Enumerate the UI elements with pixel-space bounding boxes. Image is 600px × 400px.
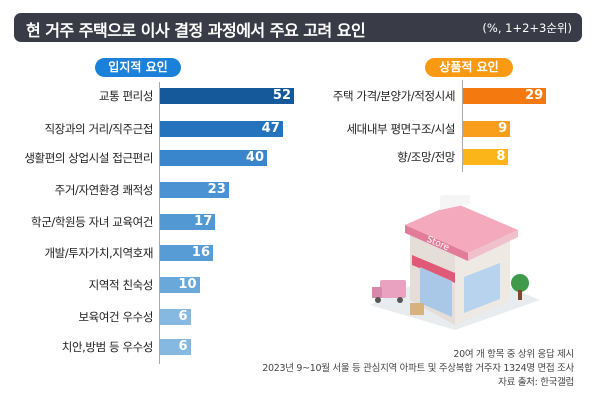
data-label: 52	[272, 88, 291, 103]
unit-label: (%, 1+2+3순위)	[482, 21, 572, 35]
data-label: 17	[194, 214, 213, 229]
category-label: 향/조망/전망	[397, 150, 455, 164]
bar: 29	[463, 88, 547, 104]
footnote-line: 2023년 9~10월 서울 등 관심지역 아파트 및 주상복합 거주자 132…	[262, 363, 574, 374]
title-bar: 현 거주 주택으로 이사 결정 과정에서 주요 고려 요인 (%, 1+2+3순…	[14, 13, 582, 42]
category-label: 직장과의 거리/직주근접	[44, 122, 153, 136]
right-axis-line	[462, 80, 463, 172]
bar: 52	[160, 88, 294, 104]
footnote-line: 자료 출처: 한국갤럽	[498, 377, 574, 388]
bar: 9	[463, 121, 511, 137]
chart-title: 현 거주 주택으로 이사 결정 과정에서 주요 고려 요인	[26, 21, 366, 40]
data-label: 10	[178, 277, 197, 292]
product-factors-heading: 상품적 요인	[425, 58, 513, 77]
bar: 17	[160, 214, 216, 230]
category-label: 생활편의 상업시설 접근편리	[24, 151, 153, 165]
data-label: 29	[525, 88, 544, 103]
tree-icon	[511, 274, 529, 292]
bar: 6	[160, 339, 191, 355]
bar: 10	[160, 277, 200, 293]
category-label: 개발/투자가치,지역호재	[44, 246, 153, 260]
data-label: 16	[191, 245, 210, 260]
category-label: 학군/학원등 자녀 교육여건	[31, 215, 153, 229]
category-label: 주거/자연환경 쾌적성	[54, 183, 154, 197]
data-label: 9	[498, 121, 508, 136]
category-label: 주택 가격/분양가/적정시세	[332, 89, 456, 103]
awning	[412, 255, 455, 283]
box-icon	[410, 303, 424, 315]
bar: 8	[463, 149, 509, 165]
category-label: 교통 편리성	[98, 89, 154, 103]
bar: 6	[160, 309, 191, 325]
left-axis-line	[159, 82, 160, 364]
data-label: 23	[207, 182, 226, 197]
category-label: 지역적 친숙성	[88, 278, 154, 292]
location-factors-heading: 입지적 요인	[95, 58, 181, 77]
store-illustration: Store	[370, 195, 540, 330]
store-roof	[405, 203, 518, 253]
bar: 23	[160, 182, 229, 198]
data-label: 6	[178, 339, 188, 354]
bar: 16	[160, 245, 213, 261]
bar: 40	[160, 150, 267, 166]
category-label: 치안,방범 등 우수성	[61, 340, 154, 354]
roof-box	[440, 195, 470, 210]
store-door	[464, 263, 500, 313]
bar: 47	[160, 121, 283, 137]
data-label: 40	[245, 150, 264, 165]
store-window	[420, 267, 452, 317]
truck-icon	[380, 280, 406, 298]
category-label: 세대내부 평면구조/시설	[346, 122, 455, 136]
data-label: 47	[261, 121, 280, 136]
category-label: 보육여건 우수성	[78, 310, 153, 324]
footnote-line: 20여 개 항목 중 상위 응답 제시	[453, 349, 574, 360]
data-label: 6	[178, 309, 188, 324]
data-label: 8	[496, 149, 506, 164]
